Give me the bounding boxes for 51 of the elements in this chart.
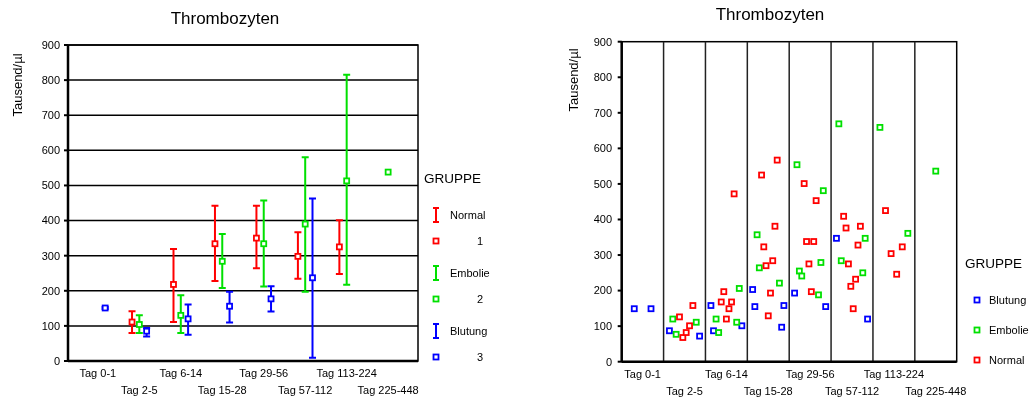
y-tick-label: 800 xyxy=(593,71,612,84)
x-tick-label: Tag 29-56 xyxy=(239,367,289,379)
x-tick-label: Tag 57-112 xyxy=(278,384,333,396)
x-tick-label: Tag 15-28 xyxy=(197,384,247,396)
legend-label: Blutung xyxy=(450,324,488,337)
y-tick-label: 900 xyxy=(41,38,60,51)
x-tick-label: Tag 2-5 xyxy=(666,384,703,397)
y-tick-label: 500 xyxy=(593,177,612,190)
y-tick-label: 700 xyxy=(41,109,60,122)
y-tick-label: 300 xyxy=(593,248,612,261)
y-axis-title: Tausend/µl xyxy=(566,48,581,112)
y-tick-label: 700 xyxy=(593,106,612,119)
x-tick-label: Tag 29-56 xyxy=(785,367,835,380)
legend-label: Embolie xyxy=(989,323,1029,336)
legend-title: GRUPPE xyxy=(965,256,1023,271)
text: 2 xyxy=(476,292,484,305)
text: 1 xyxy=(476,234,484,247)
x-tick-label: Tag 113-224 xyxy=(316,367,377,379)
y-tick-label: 100 xyxy=(593,319,612,332)
x-tick-label: Tag 113-224 xyxy=(863,367,925,380)
x-tick-label: Tag 6-14 xyxy=(704,367,748,380)
x-tick-label: Tag 225-448 xyxy=(905,384,967,397)
legend-label: Normal xyxy=(450,208,486,221)
legend-label: Blutung xyxy=(989,293,1027,306)
x-tick-label: Tag 57-112 xyxy=(824,384,880,397)
x-tick-label: Tag 0-1 xyxy=(79,367,117,379)
y-tick-label: 500 xyxy=(41,179,60,192)
y-tick-label: 0 xyxy=(605,355,612,368)
y-axis-title: Tausend/µl xyxy=(10,53,25,117)
y-tick-label: 800 xyxy=(41,73,60,86)
y-tick-label: 200 xyxy=(593,284,612,297)
x-tick-label: Tag 0-1 xyxy=(624,367,661,380)
legend-title: GRUPPE xyxy=(424,171,482,186)
x-tick-label: Tag 225-448 xyxy=(357,384,419,396)
y-tick-label: 900 xyxy=(593,35,612,48)
chart-title: Thrombozyten xyxy=(170,9,280,28)
chart-title: Thrombozyten xyxy=(715,5,825,24)
y-tick-label: 0 xyxy=(53,354,60,367)
y-tick-label: 400 xyxy=(593,213,612,226)
x-tick-label: Tag 2-5 xyxy=(120,384,158,396)
x-tick-label: Tag 6-14 xyxy=(159,367,203,379)
y-tick-label: 300 xyxy=(41,249,60,262)
x-tick-label: Tag 15-28 xyxy=(743,384,793,397)
y-tick-label: 600 xyxy=(41,144,60,157)
y-tick-label: 400 xyxy=(41,214,60,227)
legend-label: Embolie xyxy=(450,266,490,279)
text: 3 xyxy=(476,350,484,363)
y-tick-label: 100 xyxy=(41,319,60,332)
legend-label: Normal xyxy=(989,353,1025,366)
y-tick-label: 600 xyxy=(593,142,612,155)
y-tick-label: 200 xyxy=(41,284,60,297)
